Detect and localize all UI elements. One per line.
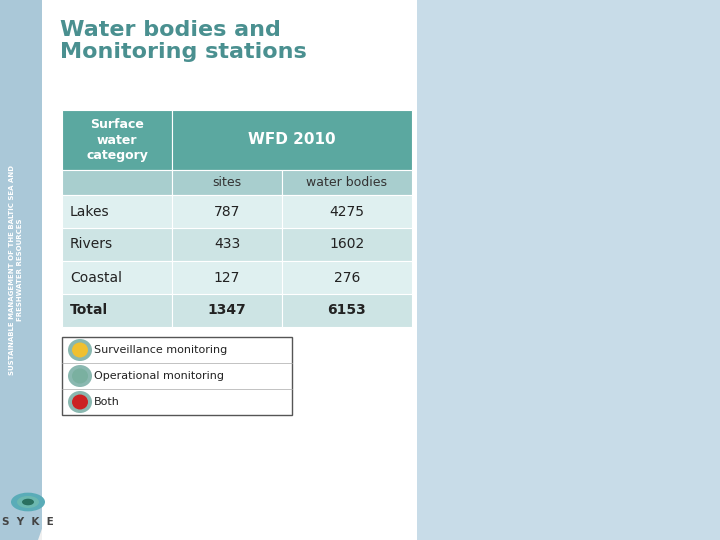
FancyBboxPatch shape: [415, 0, 720, 540]
FancyBboxPatch shape: [172, 170, 282, 195]
FancyBboxPatch shape: [62, 228, 172, 261]
Ellipse shape: [72, 368, 88, 383]
FancyBboxPatch shape: [62, 294, 172, 327]
Text: Rivers: Rivers: [70, 238, 113, 252]
FancyBboxPatch shape: [172, 195, 282, 228]
FancyBboxPatch shape: [282, 195, 412, 228]
Text: Total: Total: [70, 303, 108, 318]
Text: 433: 433: [214, 238, 240, 252]
Text: 127: 127: [214, 271, 240, 285]
Ellipse shape: [22, 499, 34, 505]
Text: 787: 787: [214, 205, 240, 219]
FancyBboxPatch shape: [62, 110, 172, 170]
Ellipse shape: [72, 342, 88, 357]
Ellipse shape: [17, 496, 39, 508]
Ellipse shape: [11, 492, 45, 511]
FancyBboxPatch shape: [282, 261, 412, 294]
Text: Coastal: Coastal: [70, 271, 122, 285]
Text: 276: 276: [334, 271, 360, 285]
Text: Surface
water
category: Surface water category: [86, 118, 148, 163]
Polygon shape: [0, 0, 56, 540]
Text: Surveillance monitoring: Surveillance monitoring: [94, 345, 228, 355]
Text: Monitoring stations: Monitoring stations: [60, 42, 307, 62]
Text: 1347: 1347: [207, 303, 246, 318]
Ellipse shape: [72, 395, 88, 409]
Ellipse shape: [68, 365, 92, 387]
Text: sites: sites: [212, 176, 242, 189]
Ellipse shape: [68, 391, 92, 413]
Text: Operational monitoring: Operational monitoring: [94, 371, 224, 381]
Text: SUSTAINABLE MANAGEMENT OF THE BALTIC SEA AND
FRESHWATER RESOURCES: SUSTAINABLE MANAGEMENT OF THE BALTIC SEA…: [9, 165, 23, 375]
FancyBboxPatch shape: [282, 228, 412, 261]
FancyBboxPatch shape: [172, 294, 282, 327]
Text: Lakes: Lakes: [70, 205, 109, 219]
Ellipse shape: [68, 339, 92, 361]
FancyBboxPatch shape: [62, 170, 172, 195]
Text: Both: Both: [94, 397, 120, 407]
FancyBboxPatch shape: [62, 337, 292, 415]
FancyBboxPatch shape: [42, 0, 417, 540]
FancyBboxPatch shape: [282, 170, 412, 195]
Text: 4275: 4275: [330, 205, 364, 219]
FancyBboxPatch shape: [172, 261, 282, 294]
FancyBboxPatch shape: [172, 228, 282, 261]
Text: WFD 2010: WFD 2010: [248, 132, 336, 147]
Text: 6153: 6153: [328, 303, 366, 318]
FancyBboxPatch shape: [62, 261, 172, 294]
FancyBboxPatch shape: [282, 294, 412, 327]
Text: 1602: 1602: [329, 238, 364, 252]
Text: Water bodies and: Water bodies and: [60, 20, 281, 40]
Text: water bodies: water bodies: [307, 176, 387, 189]
FancyBboxPatch shape: [172, 110, 412, 170]
FancyBboxPatch shape: [62, 195, 172, 228]
Text: S  Y  K  E: S Y K E: [2, 517, 54, 527]
